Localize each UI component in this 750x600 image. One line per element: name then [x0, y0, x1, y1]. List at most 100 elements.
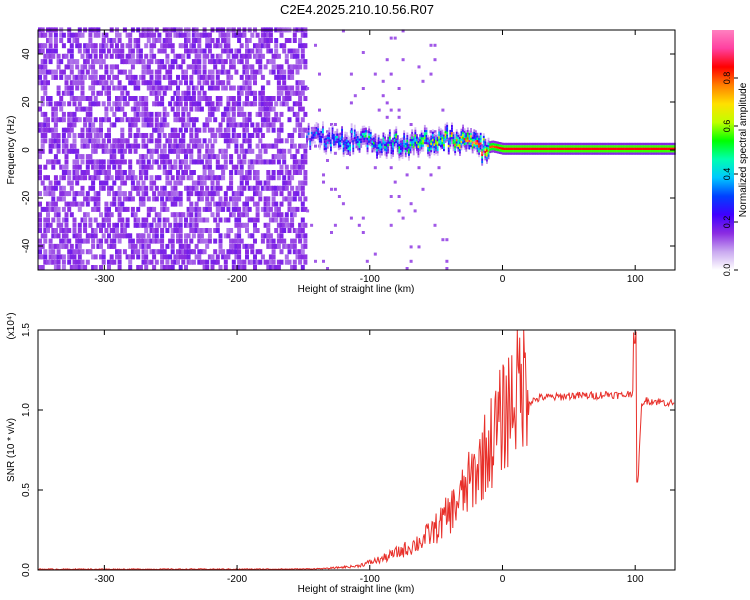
spectrogram-cell	[300, 143, 305, 149]
spectrogram-cell	[72, 122, 77, 128]
spectrogram-cell	[101, 217, 106, 223]
spectrogram-cell	[56, 222, 61, 228]
spectrogram-cell	[380, 145, 383, 149]
spectrogram-cell	[77, 117, 82, 123]
spectrogram-cell	[226, 185, 231, 191]
spectrogram-cell	[447, 149, 450, 153]
spectrogram-cell	[271, 64, 276, 70]
spectrogram-cell	[403, 137, 406, 140]
spectrogram-cell	[416, 150, 418, 154]
spectrogram-cell	[40, 206, 45, 212]
spectrogram-cell	[128, 164, 133, 170]
spectrogram-cell	[80, 96, 85, 101]
spectrogram-cell	[489, 148, 492, 151]
spectrogram-cell	[64, 191, 69, 197]
spectrogram-cell	[412, 143, 415, 146]
spectrogram-cell	[255, 249, 260, 255]
spectrogram-cell	[457, 142, 460, 145]
spectrogram-cell	[53, 243, 58, 249]
spectrogram-cell	[170, 185, 175, 191]
spectrogram-cell	[645, 150, 648, 153]
spectrogram-cell	[178, 233, 183, 239]
spectrogram-cell	[43, 111, 48, 117]
spectrogram-cell	[178, 228, 183, 233]
spectrogram-cell	[513, 142, 515, 146]
spectrogram-cell	[122, 111, 127, 117]
spectrogram-cell	[191, 159, 196, 165]
spectrogram-cell	[99, 90, 103, 96]
spectrogram-cell	[619, 147, 622, 150]
spectrogram-cell	[247, 138, 252, 144]
spectrogram-cell	[258, 127, 263, 133]
spectrogram-cell	[295, 148, 300, 154]
spectrogram-cell	[51, 106, 56, 112]
spectrogram-cell	[266, 259, 271, 265]
spectrogram-cell	[459, 139, 461, 142]
spectrogram-cell	[640, 152, 643, 155]
spectrogram-cell	[669, 150, 672, 153]
spectrogram-cell	[152, 265, 157, 270]
spectrogram-cell	[223, 69, 228, 75]
spectrogram-cell	[662, 152, 665, 155]
spectrogram-cell	[43, 206, 48, 212]
spectrogram-cell	[117, 53, 122, 59]
spectrogram-cell	[115, 101, 119, 107]
spectrogram-cell	[223, 127, 228, 133]
spectrogram-cell	[409, 245, 413, 249]
spectrogram-cell	[197, 212, 202, 218]
spectrogram-cell	[237, 101, 242, 107]
spectrogram-cell	[451, 134, 453, 137]
spectrogram-cell	[353, 131, 356, 135]
spectrogram-cell	[245, 127, 249, 133]
spectrogram-cell	[279, 217, 284, 223]
spectrogram-cell	[112, 101, 117, 107]
spectrogram-cell	[75, 85, 80, 91]
spectrogram-cell	[245, 53, 249, 59]
spectrogram-cell	[369, 131, 372, 135]
spectrogram-cell	[226, 249, 231, 255]
spectrogram-cell	[144, 122, 149, 128]
spectrogram-cell	[229, 106, 234, 112]
x-tick-label: 100	[627, 574, 644, 585]
spectrogram-cell	[451, 124, 453, 128]
spectrogram-cell	[425, 129, 428, 133]
spectrogram-cell	[643, 147, 646, 150]
spectrogram-cell	[411, 136, 414, 139]
spectrogram-cell	[292, 238, 297, 244]
spectrogram-cell	[258, 43, 263, 49]
spectrogram-cell	[157, 249, 162, 255]
spectrogram-cell	[578, 152, 581, 155]
spectrogram-cell	[387, 139, 390, 142]
spectrogram-cell	[371, 150, 374, 153]
spectrogram-cell	[392, 145, 394, 148]
spectrogram-cell	[72, 201, 77, 207]
spectrogram-cell	[476, 142, 479, 145]
spectrogram-cell	[99, 59, 103, 65]
spectrogram-cell	[141, 259, 146, 265]
spectrogram-cell	[181, 43, 186, 49]
spectrogram-cell	[431, 129, 434, 132]
spectrogram-cell	[144, 106, 149, 112]
spectrogram-cell	[40, 69, 45, 75]
spectrogram-cell	[648, 147, 651, 150]
spectrogram-cell	[306, 209, 310, 213]
spectrogram-cell	[59, 254, 64, 260]
spectrogram-cell	[500, 151, 503, 155]
spectrogram-cell	[77, 43, 82, 49]
spectrogram-cell	[624, 150, 627, 153]
spectrogram-cell	[441, 132, 444, 135]
spectrogram-cell	[67, 74, 72, 80]
spectrogram-cell	[562, 150, 565, 153]
spectrogram-cell	[245, 80, 249, 86]
spectrogram-cell	[165, 180, 170, 186]
spectrogram-cell	[474, 144, 477, 148]
spectrogram-cell	[361, 133, 364, 136]
spectrogram-cell	[441, 134, 444, 137]
spectrogram-cell	[61, 265, 66, 270]
spectrogram-cell	[210, 133, 215, 138]
spectrogram-cell	[120, 170, 125, 175]
spectrogram-cell	[91, 175, 96, 181]
spectrogram-cell	[455, 138, 458, 142]
spectrogram-cell	[186, 64, 191, 70]
spectrogram-cell	[189, 249, 194, 255]
